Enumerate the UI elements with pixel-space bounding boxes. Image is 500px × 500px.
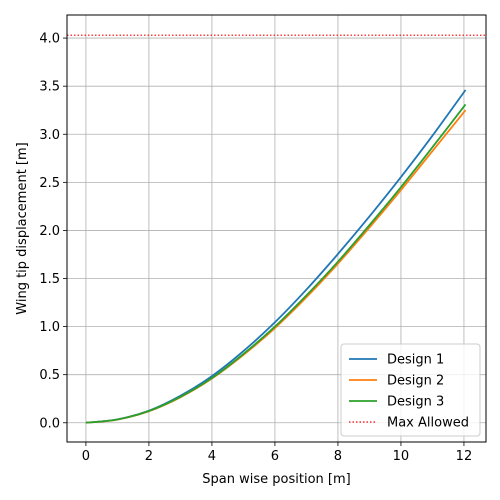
ticks: 0 2 4 6 8 10 12 0.0 0.5 1.0 1.5 2.0 2.5 3.0 3.5 4.0 (39, 32, 472, 464)
grid (67, 15, 486, 442)
y-tick-label: 0.0 (39, 416, 60, 431)
legend: Design 1 Design 2 Design 3 Max Allowed (340, 343, 481, 437)
x-tick-label: 6 (271, 449, 279, 464)
y-tick-label: 4.0 (39, 32, 60, 47)
legend-label: Design 1 (387, 353, 444, 368)
y-tick-label: 0.5 (39, 368, 60, 383)
y-tick-label: 3.5 (39, 80, 60, 95)
y-tick-label: 1.0 (39, 320, 60, 335)
y-tick-label: 1.5 (39, 272, 60, 287)
legend-label: Design 2 (387, 374, 444, 389)
y-tick-label: 2.5 (39, 176, 60, 191)
y-tick-label: 2.0 (39, 224, 60, 239)
x-tick-label: 12 (456, 449, 473, 464)
legend-box (340, 343, 481, 437)
x-axis-label: Span wise position [m] (202, 472, 350, 487)
series-line-design-3 (85, 103, 467, 424)
x-tick-label: 2 (145, 449, 153, 464)
x-tick-label: 10 (393, 449, 410, 464)
y-axis-label: Wing tip displacement [m] (15, 142, 30, 314)
legend-label: Design 3 (387, 395, 444, 410)
x-tick-label: 8 (334, 449, 342, 464)
legend-label: Max Allowed (387, 416, 469, 431)
x-tick-label: 0 (82, 449, 90, 464)
y-tick-label: 3.0 (39, 128, 60, 143)
series-lines (67, 34, 486, 424)
plot-frame (66, 14, 487, 443)
x-tick-label: 4 (208, 449, 216, 464)
